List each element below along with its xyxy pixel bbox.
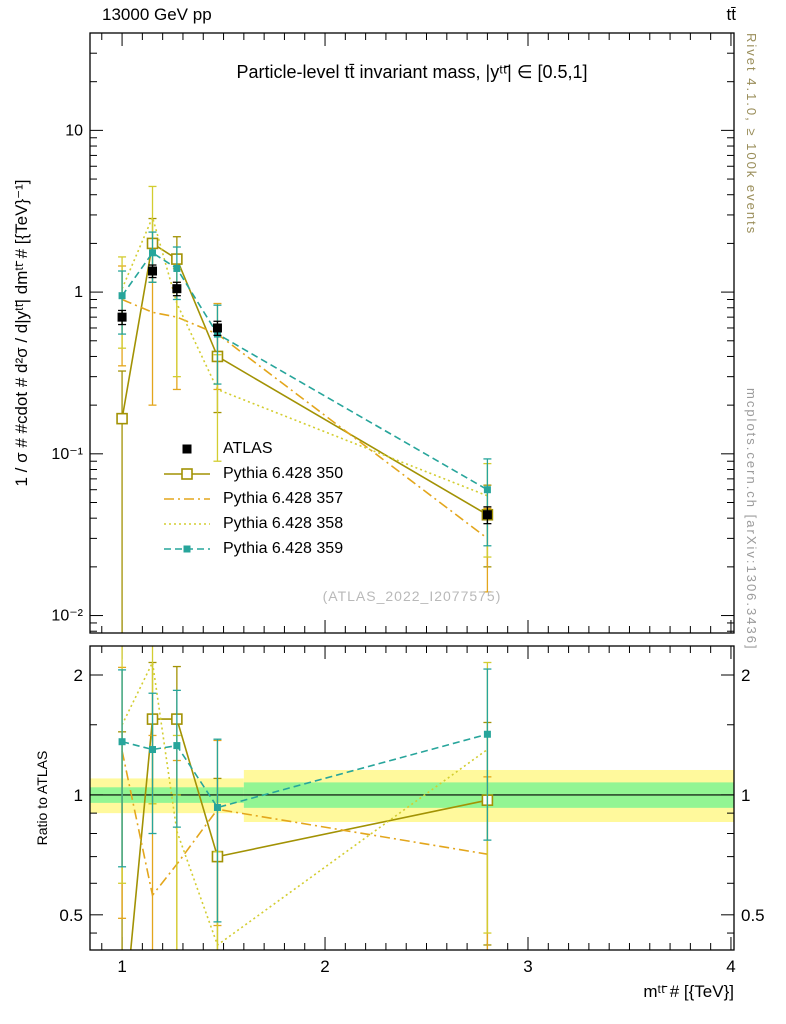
legend-item-pythia-350: Pythia 6.428 350 [163,461,343,486]
legend-swatch-atlas [182,444,192,453]
plot-title: Particle-level tt̄ invariant mass, |yᵗᵗ̄… [236,62,588,82]
svg-text:1: 1 [117,957,126,976]
legend-label-pythia-350: Pythia 6.428 350 [223,464,344,482]
legend-item-pythia-358: Pythia 6.428 358 [163,511,343,536]
svg-text:1: 1 [74,284,83,301]
svg-text:10⁻²: 10⁻² [51,608,83,625]
svg-text:10⁻¹: 10⁻¹ [51,446,83,463]
legend-label-pythia-358: Pythia 6.428 358 [223,514,344,532]
legend-item-atlas: ATLAS [163,436,343,461]
legend-swatch-pythia-350 [164,467,210,480]
analysis-id-watermark: (ATLAS_2022_I2077575) [322,588,502,604]
process-label: tt̄ [726,5,736,24]
mcplots-attribution-note: mcplots.cern.ch [arXiv:1306.3436] [744,388,759,651]
ratio-axis-label: Ratio to ATLAS [34,750,50,846]
svg-text:10: 10 [65,122,83,139]
svg-text:1: 1 [74,786,83,805]
legend-label-pythia-359: Pythia 6.428 359 [223,539,344,557]
legend-item-pythia-357: Pythia 6.428 357 [163,486,343,511]
svg-text:2: 2 [74,666,83,685]
rivet-version-note: Rivet 4.1.0, ≥ 100k events [744,33,759,236]
legend-swatch-pythia-358 [164,522,210,525]
svg-text:3: 3 [523,957,532,976]
x-axis-label: mᵗᵗ̄ # [{TeV}] [643,982,734,1001]
legend-label-pythia-357: Pythia 6.428 357 [223,489,344,507]
legend-item-pythia-359: Pythia 6.428 359 [163,536,343,561]
svg-text:2: 2 [320,957,329,976]
y-axis-label: 1 / σ # #cdot # d²σ / d|yᵗᵗ̄| dmᵗᵗ̄ # [{… [12,179,31,487]
svg-text:2: 2 [741,666,750,685]
legend-swatch-pythia-357 [164,497,210,500]
legend-label-atlas: ATLAS [223,439,273,457]
legend: ATLAS Pythia 6.428 350 Pythia 6.428 357 … [163,436,343,561]
svg-text:0.5: 0.5 [741,906,765,925]
svg-text:1: 1 [741,786,750,805]
beam-energy-label: 13000 GeV pp [102,5,212,24]
svg-text:4: 4 [726,957,735,976]
svg-text:0.5: 0.5 [59,906,83,925]
legend-swatch-pythia-359 [164,545,210,552]
